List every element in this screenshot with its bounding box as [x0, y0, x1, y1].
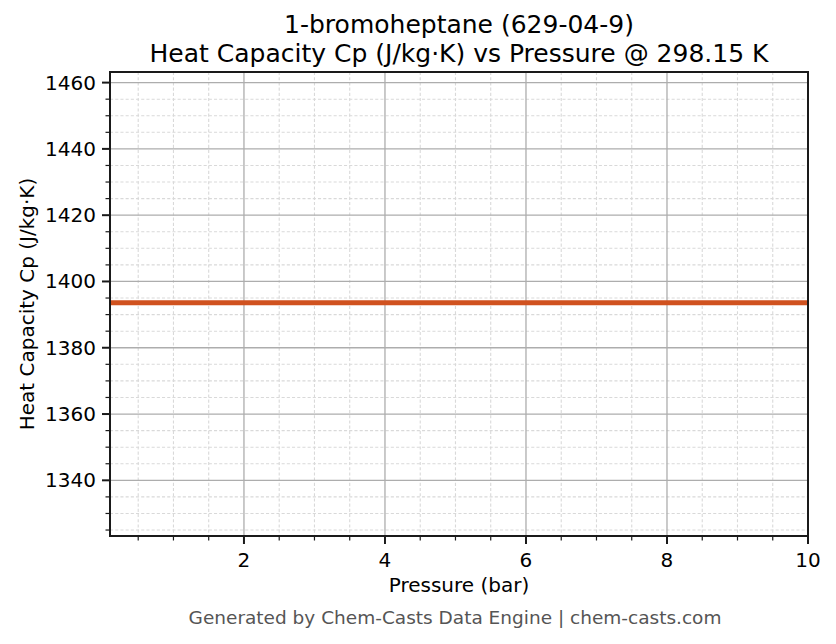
- x-tick-label: 10: [795, 548, 820, 572]
- x-tick-label: 2: [238, 548, 251, 572]
- chart-title: 1-bromoheptane (629-04-9) Heat Capacity …: [110, 10, 808, 68]
- x-tick-label: 8: [661, 548, 674, 572]
- x-axis-label: Pressure (bar): [110, 573, 808, 597]
- x-tick-label: 6: [520, 548, 533, 572]
- plot-area: 2 4 6 8 10 1340 1360 1380 1400 1420 1440 1460: [0, 0, 836, 644]
- y-tick-label: 1420: [45, 203, 96, 227]
- chart-title-line2: Heat Capacity Cp (J/kg·K) vs Pressure @ …: [110, 39, 808, 68]
- chart-figure: 2 4 6 8 10 1340 1360 1380 1400 1420 1440 1460 1-bro…: [0, 0, 836, 644]
- chart-title-line1: 1-bromoheptane (629-04-9): [110, 10, 808, 39]
- y-tick-label: 1400: [45, 269, 96, 293]
- y-tick-label: 1440: [45, 137, 96, 161]
- y-tick-label: 1460: [45, 71, 96, 95]
- y-axis-label: Heat Capacity Cp (J/kg·K): [15, 178, 39, 431]
- y-tick-label: 1380: [45, 336, 96, 360]
- x-tick-label: 4: [379, 548, 392, 572]
- footer-attribution: Generated by Chem-Casts Data Engine | ch…: [106, 606, 804, 629]
- y-tick-label: 1360: [45, 402, 96, 426]
- y-tick-label: 1340: [45, 468, 96, 492]
